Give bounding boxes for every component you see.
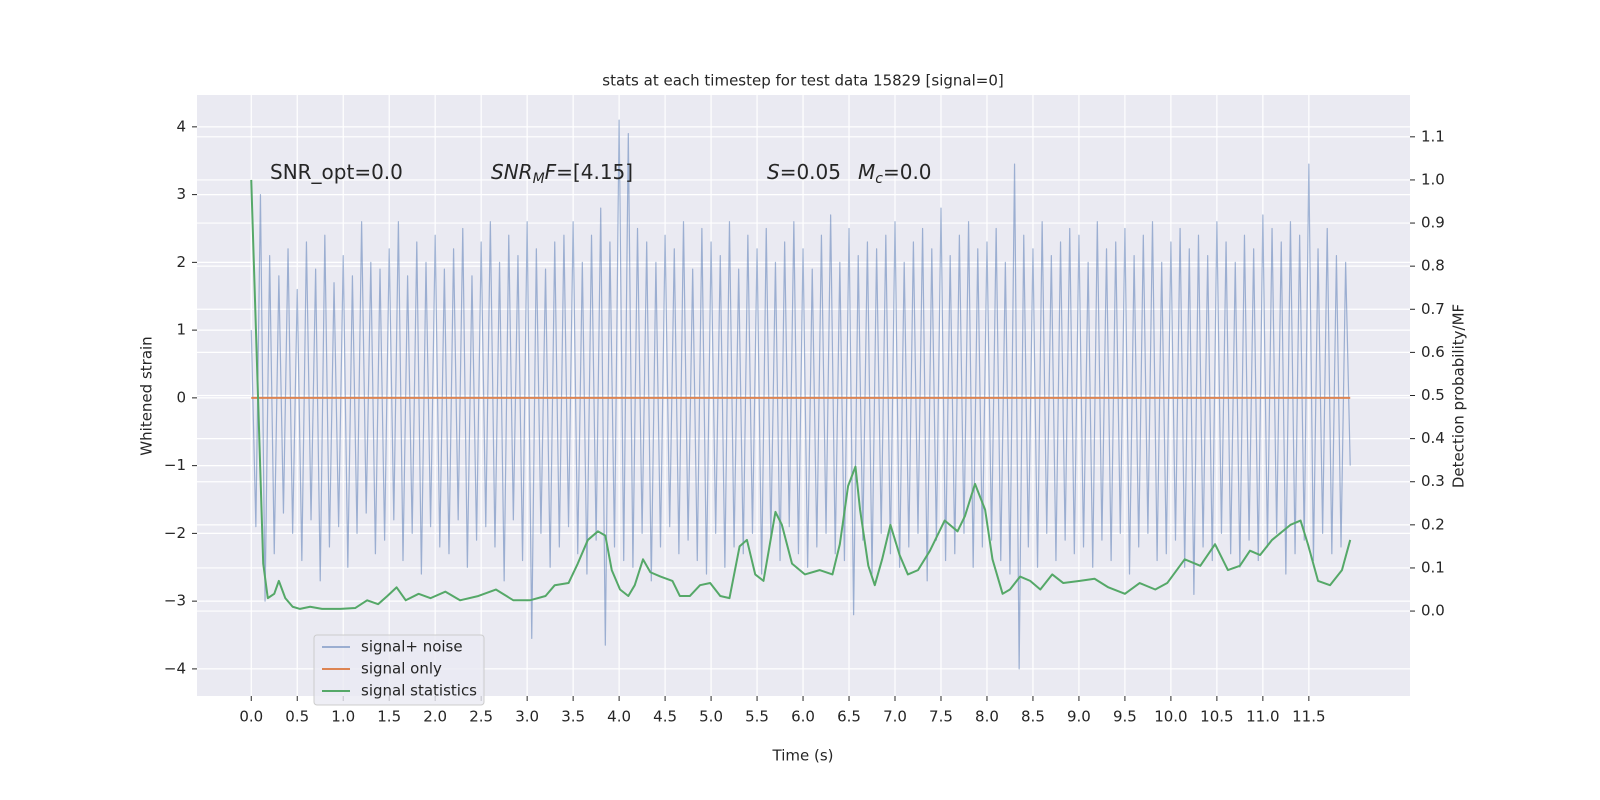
x-tick-label: 8.0 <box>975 708 999 726</box>
y2-tick-label: 0.0 <box>1421 602 1445 620</box>
annotation-part: S <box>767 160 780 184</box>
marks <box>250 119 1352 670</box>
x-tick-label: 0.0 <box>239 708 263 726</box>
y2-tick-label: 0.4 <box>1421 429 1445 447</box>
annotation-part: M <box>533 171 545 187</box>
x-tick-label: 11.0 <box>1246 708 1279 726</box>
y2-tick-label: 0.1 <box>1421 558 1445 576</box>
x-tick-label: 0.5 <box>285 708 309 726</box>
y2-tick-label: 1.1 <box>1421 127 1445 145</box>
x-tick-label: 5.0 <box>699 708 723 726</box>
y-tick-label: −1 <box>164 456 186 474</box>
y2-tick-label: 0.9 <box>1421 214 1445 232</box>
x-tick-label: 6.5 <box>837 708 861 726</box>
labels: 0.0 0.5 1.0 1.5 2.0 2.5 3.0 3.5 4.0 4.5 5.0 5.5 6.0 6… <box>164 117 1445 725</box>
y-axis-label: Whitened strain <box>138 336 156 455</box>
x-tick-label: 7.5 <box>929 708 953 726</box>
series-line <box>250 179 1352 610</box>
annotation-part: SNR <box>491 160 533 184</box>
y-tick-label: 1 <box>176 321 186 339</box>
annotation-part: SNR_opt=0.0 <box>270 160 403 184</box>
x-tick-label: 9.5 <box>1113 708 1137 726</box>
annotation: S=0.05 <box>767 160 841 184</box>
y2-tick-label: 0.3 <box>1421 472 1445 490</box>
legend-label: signal+ noise <box>361 638 463 656</box>
series-line <box>250 119 1351 670</box>
annotation-part: =0.0 <box>883 160 932 184</box>
y2-tick-label: 0.2 <box>1421 515 1445 533</box>
x-tick-label: 6.0 <box>791 708 815 726</box>
x-tick-label: 4.0 <box>607 708 631 726</box>
x-tick-label: 2.5 <box>469 708 493 726</box>
x-axis-label: Time (s) <box>772 747 834 765</box>
legend-label: signal only <box>361 660 442 678</box>
x-tick-label: 9.0 <box>1067 708 1091 726</box>
y2-tick-label: 1.0 <box>1421 170 1445 188</box>
x-tick-label: 10.5 <box>1200 708 1233 726</box>
y-tick-label: −2 <box>164 524 186 542</box>
y2-tick-label: 0.7 <box>1421 300 1445 318</box>
y-tick-label: −3 <box>164 592 186 610</box>
annotation: SNR_opt=0.0 <box>270 160 403 184</box>
y2-tick-label: 0.5 <box>1421 386 1445 404</box>
y2-tick-label: 0.8 <box>1421 257 1445 275</box>
annotation-part: M <box>858 160 875 184</box>
x-tick-label: 3.5 <box>561 708 585 726</box>
y-tick-label: −4 <box>164 659 186 677</box>
x-tick-label: 7.0 <box>883 708 907 726</box>
annotation-part: =0.05 <box>780 160 841 184</box>
x-tick-label: 10.0 <box>1154 708 1187 726</box>
annotation: Mc=0.0 <box>858 160 932 188</box>
grid <box>197 95 1410 696</box>
y2-tick-label: 0.6 <box>1421 343 1445 361</box>
x-tick-label: 1.0 <box>331 708 355 726</box>
x-tick-label: 11.5 <box>1292 708 1325 726</box>
annotation-part: =[4.15] <box>556 160 633 184</box>
x-tick-label: 5.5 <box>745 708 769 726</box>
x-tick-label: 3.0 <box>515 708 539 726</box>
y-tick-label: 0 <box>176 388 186 406</box>
legend-label: signal statistics <box>361 682 477 700</box>
x-tick-label: 8.5 <box>1021 708 1045 726</box>
y-tick-label: 2 <box>176 253 186 271</box>
annotation-part: c <box>875 171 883 187</box>
chart-title: stats at each timestep for test data 158… <box>602 72 1003 90</box>
annotation-part: F <box>545 160 557 184</box>
y2-axis-label: Detection probability/MF <box>1450 304 1468 488</box>
y-tick-label: 4 <box>176 117 186 135</box>
legend-box <box>313 634 485 706</box>
x-tick-label: 1.5 <box>377 708 401 726</box>
y-tick-label: 3 <box>176 185 186 203</box>
x-tick-label: 4.5 <box>653 708 677 726</box>
x-tick-label: 2.0 <box>423 708 447 726</box>
annotation: SNRMF=[4.15] <box>491 160 633 188</box>
